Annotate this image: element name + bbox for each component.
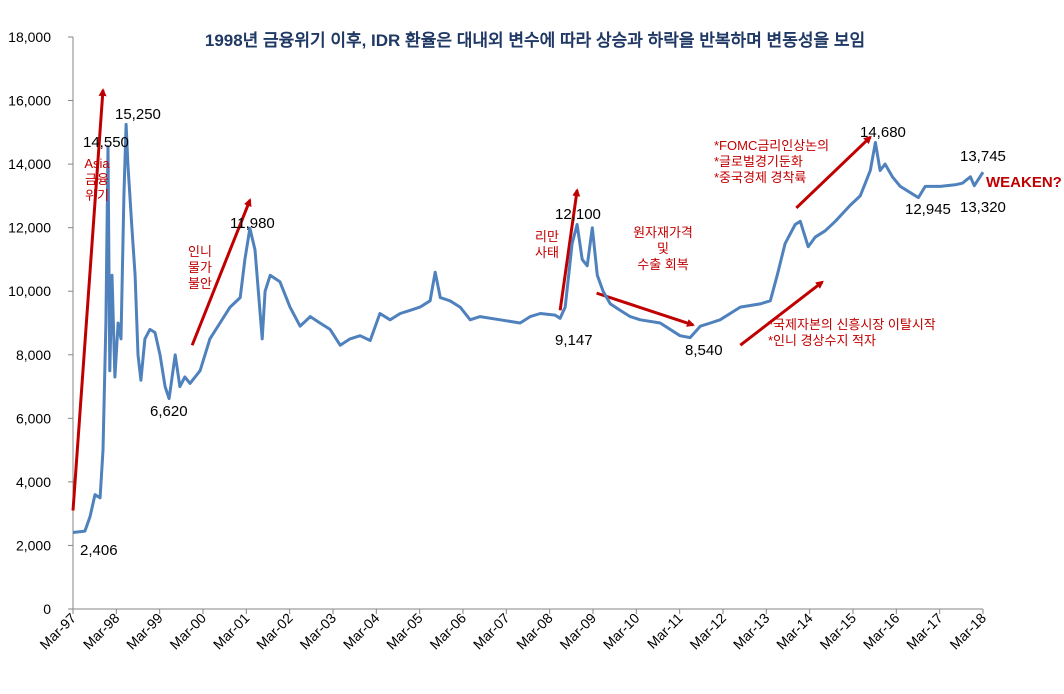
x-tick-label: Mar-12 xyxy=(686,610,729,653)
annotation-line: *인니 경상수지 적자 xyxy=(768,333,876,348)
x-tick-label: Mar-04 xyxy=(340,610,383,653)
x-tick-label: Mar-11 xyxy=(644,610,686,652)
value-label: 2,406 xyxy=(80,542,118,559)
annotation-note: *국제자본의 신흥시장 이탈시작*인니 경상수지 적자 xyxy=(768,317,936,348)
annotation-line: 리만 xyxy=(535,229,559,244)
annotation-line: Asia xyxy=(84,156,110,171)
x-tick-label: Mar-16 xyxy=(860,610,903,653)
annotation-line: 인니 xyxy=(188,244,212,259)
annotation-line: 물가 xyxy=(188,260,212,275)
x-tick-label: Mar-18 xyxy=(946,610,989,653)
annotation-line: 위기 xyxy=(85,188,109,203)
value-label: 11,980 xyxy=(230,215,275,232)
value-label: 8,540 xyxy=(685,342,723,359)
y-tick-label: 6,000 xyxy=(16,410,51,426)
annotation-line: 사태 xyxy=(535,245,559,260)
annotation-note: *FOMC금리인상논의*글로벌경기둔화*중국경제 경착륙 xyxy=(714,138,829,185)
x-tick-label: Mar-06 xyxy=(426,610,469,653)
annotation-arrow xyxy=(558,188,581,311)
weaken-label: WEAKEN? xyxy=(986,174,1062,191)
y-tick-label: 4,000 xyxy=(16,474,51,490)
y-tick-label: 8,000 xyxy=(16,347,51,363)
annotation-arrow xyxy=(795,135,872,210)
annotation-arrow xyxy=(596,291,695,327)
annotation-line: 및 xyxy=(657,241,669,256)
y-tick-label: 12,000 xyxy=(8,220,51,236)
x-tick-label: Mar-07 xyxy=(470,610,513,653)
annotation-line: 불안 xyxy=(188,276,212,291)
y-tick-label: 16,000 xyxy=(8,93,51,109)
x-tick-label: Mar-98 xyxy=(80,610,123,653)
value-label: 15,250 xyxy=(115,106,161,123)
series-line-idr xyxy=(72,122,985,534)
annotation-line: *글로벌경기둔화 xyxy=(714,154,803,169)
value-label: 12,100 xyxy=(555,206,601,223)
value-labels: 2,406 14,550 15,250 6,620 11,980 12,100 9,147 8… xyxy=(80,106,1006,559)
x-tick-label: Mar-03 xyxy=(296,610,339,653)
annotation-arrow xyxy=(739,280,824,347)
y-tick-label: 18,000 xyxy=(8,29,51,45)
x-tick-label: Mar-99 xyxy=(123,610,166,653)
y-tick-label: 0 xyxy=(43,601,51,617)
value-label: 14,680 xyxy=(860,124,906,141)
annotation-line: *FOMC금리인상논의 xyxy=(714,138,829,153)
value-label: 14,550 xyxy=(83,134,129,151)
x-tick-label: Mar-17 xyxy=(903,610,946,653)
value-label: 12,945 xyxy=(905,201,951,218)
y-tick-label: 10,000 xyxy=(8,283,51,299)
y-tick-label: 2,000 xyxy=(16,537,51,553)
x-tick-label: Mar-15 xyxy=(816,610,859,653)
annotation-line: 금융 xyxy=(85,172,109,187)
x-tick-label: Mar-14 xyxy=(773,610,816,653)
x-tick-label: Mar-05 xyxy=(383,610,426,653)
value-label: 6,620 xyxy=(150,403,188,420)
annotation-arrows xyxy=(71,88,872,511)
annotation-line: 원자재가격 xyxy=(633,225,693,240)
x-tick-label: Mar-13 xyxy=(730,610,773,653)
x-tick-label: Mar-09 xyxy=(556,610,599,653)
annotation-line: 수출 회복 xyxy=(637,257,688,272)
chart-title: 1998년 금융위기 이후, IDR 환율은 대내외 변수에 따라 상승과 하락… xyxy=(205,30,865,50)
x-tick-label: Mar-08 xyxy=(513,610,556,653)
annotation-arrow xyxy=(71,88,107,511)
x-tick-label: Mar-01 xyxy=(210,610,253,653)
annotation-line: *중국경제 경착륙 xyxy=(714,170,806,185)
annotation-arrow xyxy=(190,198,252,346)
value-label: 13,745 xyxy=(960,148,1006,165)
value-label: 9,147 xyxy=(555,332,593,349)
value-label: 13,320 xyxy=(960,199,1006,216)
y-tick-label: 14,000 xyxy=(8,156,51,172)
x-tick-label: Mar-00 xyxy=(166,610,209,653)
x-tick-label: Mar-10 xyxy=(600,610,643,653)
annotation-line: *국제자본의 신흥시장 이탈시작 xyxy=(768,317,936,332)
x-tick-label: Mar-02 xyxy=(253,610,296,653)
